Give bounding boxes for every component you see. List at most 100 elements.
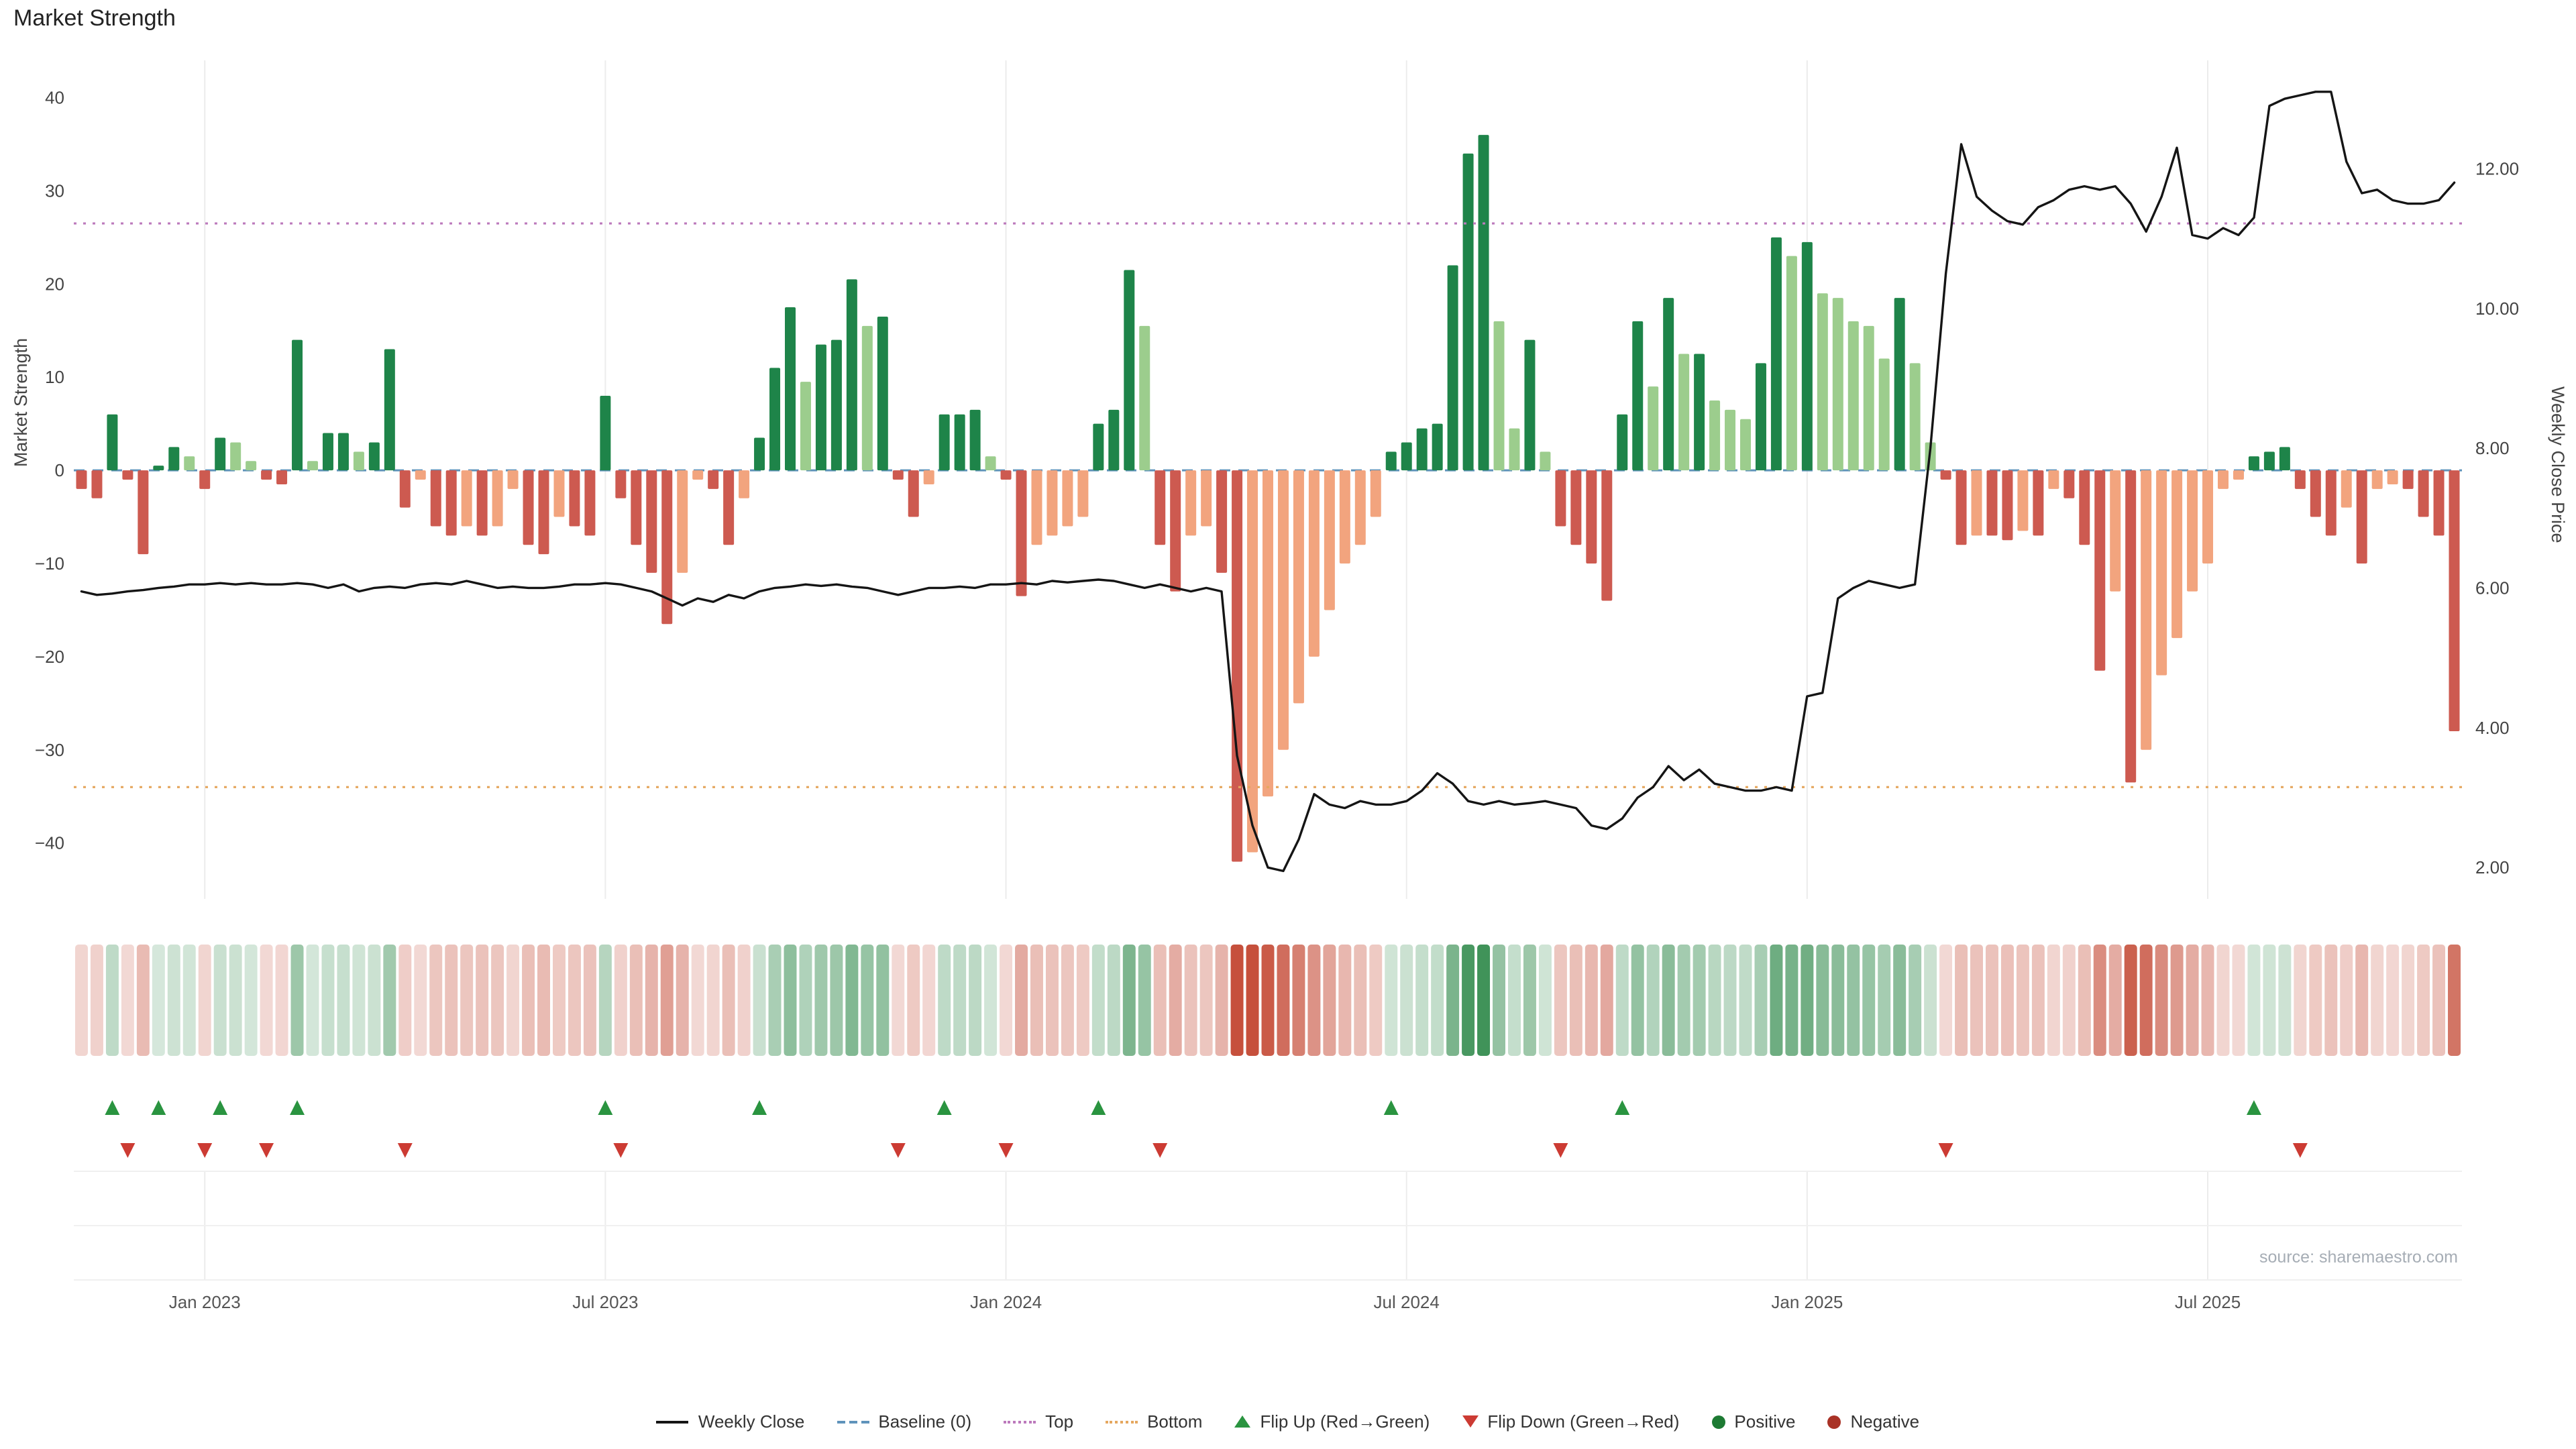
heatmap-cell	[1030, 945, 1043, 1056]
heatmap-cell	[1631, 945, 1644, 1056]
heatmap-cell	[182, 945, 196, 1056]
strength-bar	[1185, 470, 1197, 536]
heatmap-cell	[90, 945, 103, 1056]
heatmap-cell	[1199, 945, 1213, 1056]
strength-bar	[1031, 470, 1042, 545]
heatmap-cell	[1246, 945, 1259, 1056]
strength-bar	[353, 451, 364, 471]
heatmap-cell	[1862, 945, 1876, 1056]
flip-up-marker	[151, 1100, 166, 1115]
strength-bar	[1247, 470, 1258, 853]
heatmap-cell	[706, 945, 720, 1056]
y-axis-tick-left: 40	[45, 88, 64, 108]
heatmap-cell	[75, 945, 88, 1056]
heatmap-cell	[753, 945, 766, 1056]
strength-bar	[1817, 293, 1828, 471]
y-axis-tick-left: −20	[35, 647, 64, 667]
legend-label: Weekly Close	[698, 1411, 805, 1432]
heatmap-cell	[1831, 945, 1845, 1056]
heatmap-cell	[645, 945, 658, 1056]
x-axis-tick-label: Jan 2023	[169, 1292, 241, 1312]
legend-item-0[interactable]: Weekly Close	[656, 1411, 805, 1432]
x-axis-tick-label: Jul 2023	[572, 1292, 638, 1312]
strength-bar	[399, 470, 411, 508]
heatmap-cell	[167, 945, 180, 1056]
legend-swatch-dash-blue	[837, 1420, 869, 1423]
strength-bar	[337, 433, 349, 471]
heatmap-cell	[1939, 945, 1953, 1056]
weekly-close-line	[80, 91, 2456, 873]
strength-bar	[1648, 386, 1659, 471]
strength-bar	[985, 456, 996, 471]
strength-bar	[1108, 409, 1120, 471]
heatmap-cell	[907, 945, 920, 1056]
strength-bar	[230, 442, 241, 471]
heatmap-cell	[306, 945, 319, 1056]
heatmap-cell	[861, 945, 874, 1056]
heatmap-cell	[275, 945, 288, 1056]
heatmap-cell	[383, 945, 396, 1056]
strength-bar	[2418, 470, 2429, 517]
legend-label: Flip Down (Green→Red)	[1487, 1411, 1680, 1432]
flip-up-marker	[598, 1100, 613, 1115]
strength-bar	[584, 470, 596, 536]
strength-bar	[138, 470, 149, 555]
heatmap-cell	[1708, 945, 1721, 1056]
heatmap-cell	[321, 945, 335, 1056]
y-axis-tick-left: 20	[45, 274, 64, 294]
legend-item-2[interactable]: Top	[1004, 1411, 1073, 1432]
heatmap-cell	[2232, 945, 2245, 1056]
strength-bar	[1093, 423, 1104, 471]
heatmap-cell	[814, 945, 828, 1056]
strength-bar	[1308, 470, 1320, 657]
heatmap-cell	[1924, 945, 1937, 1056]
heatmap-cell	[1508, 945, 1521, 1056]
heatmap-cell	[2139, 945, 2153, 1056]
strength-bar	[1555, 470, 1566, 527]
heatmap-cell	[938, 945, 951, 1056]
heatmap-cell	[784, 945, 797, 1056]
strength-bar	[1293, 470, 1304, 704]
heatmap-cell	[876, 945, 890, 1056]
strength-bar	[661, 470, 673, 625]
legend-item-1[interactable]: Baseline (0)	[837, 1411, 971, 1432]
legend-item-6[interactable]: Positive	[1711, 1411, 1795, 1432]
strength-bar	[1894, 298, 1905, 471]
legend-item-3[interactable]: Bottom	[1106, 1411, 1202, 1432]
strength-bar	[1770, 237, 1782, 471]
strength-bar	[1493, 321, 1505, 471]
strength-bar	[1632, 321, 1644, 471]
legend-item-5[interactable]: Flip Down (Green→Red)	[1462, 1411, 1679, 1432]
strength-bar	[2033, 470, 2044, 536]
legend-swatch-dot-purple	[1004, 1420, 1036, 1423]
x-axis-tick-label: Jan 2024	[970, 1292, 1042, 1312]
y-axis-tick-left: −30	[35, 740, 64, 760]
heatmap-cell	[1292, 945, 1305, 1056]
y-axis-label-left: Market Strength	[11, 338, 31, 468]
strength-bar	[184, 456, 195, 471]
legend-item-4[interactable]: Flip Up (Red→Green)	[1234, 1411, 1430, 1432]
heatmap-cell	[260, 945, 273, 1056]
heatmap-cell	[2000, 945, 2014, 1056]
heatmap-cell	[830, 945, 843, 1056]
heatmap-cell	[2371, 945, 2384, 1056]
heatmap-cell	[1893, 945, 1907, 1056]
strength-bar	[1832, 298, 1843, 471]
strength-bar	[708, 470, 719, 489]
heatmap-cell	[984, 945, 998, 1056]
heatmap-cell	[105, 945, 119, 1056]
strength-bar	[2156, 470, 2167, 676]
heatmap-cell	[1045, 945, 1059, 1056]
heatmap-cell	[1693, 945, 1706, 1056]
y-axis-tick-left: −10	[35, 553, 64, 574]
strength-bar	[492, 470, 503, 527]
heatmap-cell	[660, 945, 674, 1056]
strength-bar	[2325, 470, 2337, 536]
strength-bar	[1170, 470, 1181, 592]
flip-up-marker	[1091, 1100, 1106, 1115]
strength-bar	[1755, 363, 1766, 471]
heatmap-cell	[1415, 945, 1429, 1056]
strength-bar	[246, 461, 257, 471]
strength-bar	[461, 470, 472, 527]
legend-item-7[interactable]: Negative	[1827, 1411, 1919, 1432]
